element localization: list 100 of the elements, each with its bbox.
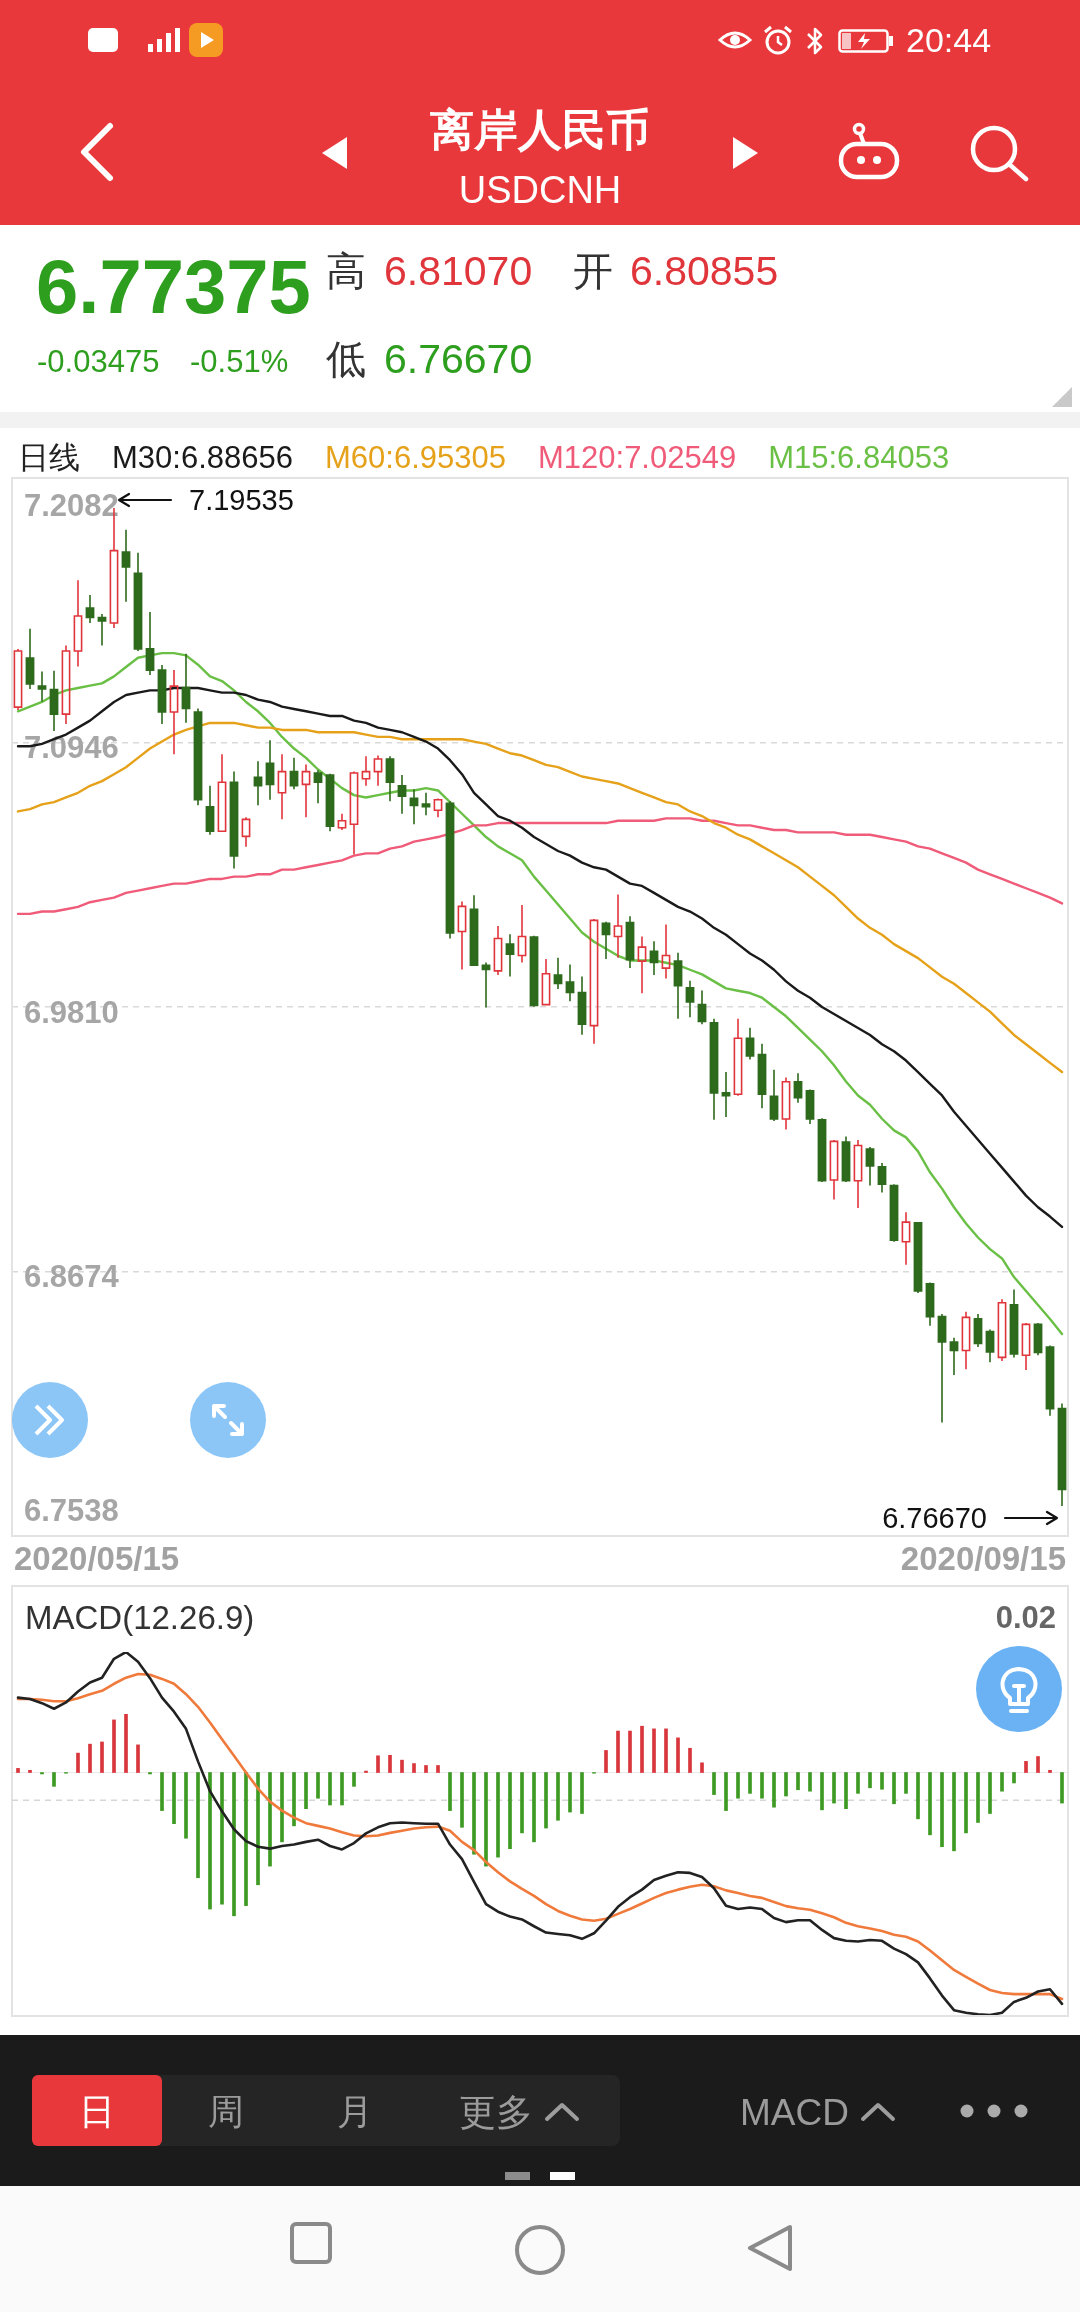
text: M30:6.88656 [112,439,293,475]
bar [256,1772,260,1886]
text: 6.77375 [36,244,311,329]
bar [796,1772,800,1791]
bar [916,1772,920,1820]
bar [244,1772,248,1906]
bar [304,1772,308,1809]
bar [712,1772,716,1795]
chart-title: 离岸人民币 [430,105,650,154]
text: 6.80855 [630,248,779,294]
bar [664,1728,668,1773]
bar [472,1772,476,1855]
bar [724,1772,728,1811]
bar [580,1772,584,1814]
y-tick-label: 6.7538 [24,1493,119,1529]
bar [700,1762,704,1773]
bar [484,1772,488,1867]
bar [832,1772,836,1804]
text: 20:44 [906,21,992,59]
bar [880,1772,884,1790]
chart-title: MACD(12.26.9) [25,1599,255,1636]
bar [544,1772,548,1829]
bar [652,1728,656,1773]
text: M60:6.95305 [324,439,506,475]
bar [316,1772,320,1799]
text: 更多 [459,2092,533,2133]
bar [808,1772,812,1792]
bar [1060,1772,1064,1804]
text: 2020/05/15 [14,1540,180,1577]
bar [784,1772,788,1797]
bar [172,1772,176,1825]
bar [532,1772,536,1843]
bar [436,1765,440,1773]
text: 2020/09/15 [900,1540,1066,1577]
bar [412,1763,416,1773]
bar [100,1741,104,1773]
bar [1036,1756,1040,1773]
bar [76,1752,80,1773]
bar [148,1772,152,1775]
bar [340,1772,344,1806]
bar [844,1772,848,1809]
text: 6.76670 [384,336,533,382]
bar [628,1730,632,1773]
bar [868,1772,872,1789]
text: -0.03475 [37,344,160,379]
annotation: 6.76670 [882,1501,987,1534]
text: 高 [326,249,366,293]
bar [928,1772,932,1836]
bar [292,1772,296,1827]
bar [424,1765,428,1773]
bar [232,1772,236,1917]
text: 周 [208,2091,244,2132]
bar [28,1770,32,1773]
bar [208,1772,212,1910]
bar [940,1772,944,1848]
bar [952,1772,956,1852]
bar [40,1772,44,1775]
bar [376,1755,380,1773]
text: M120:7.02549 [537,439,737,475]
text: 月 [337,2091,373,2132]
bar [892,1772,896,1805]
bar [676,1737,680,1773]
bar [988,1772,992,1814]
chart-subtitle: USDCNH [458,169,622,211]
text: -0.51% [190,344,289,379]
bar [1000,1772,1004,1792]
bar [904,1772,908,1794]
bar [820,1772,824,1811]
bar [52,1772,56,1787]
bar [1024,1761,1028,1773]
bar [88,1743,92,1773]
text: 6.81070 [384,248,533,294]
bar [400,1759,404,1773]
bar [520,1772,524,1834]
bar [760,1772,764,1799]
bar [688,1747,692,1773]
bar [16,1768,20,1773]
bar [112,1719,116,1773]
bar [640,1725,644,1773]
bar [460,1772,464,1828]
bar [556,1772,560,1821]
bar [568,1772,572,1813]
y-tick-label: 6.9810 [24,994,119,1030]
y-tick-label: 7.0946 [24,730,119,766]
bar [124,1713,128,1773]
legend-title: 日线 [18,439,80,475]
bar [976,1772,980,1823]
bar [772,1772,776,1808]
bar [160,1772,164,1811]
bar [736,1772,740,1799]
y-tick-label: 6.8674 [24,1259,120,1295]
bar [1048,1770,1052,1773]
y-tick-label: 7.2082 [24,488,119,524]
text: 0.02 [995,1600,1056,1635]
bar [136,1744,140,1773]
text: MACD [740,2092,849,2133]
bar [220,1772,224,1905]
bar [328,1772,332,1806]
bar [508,1772,512,1849]
bar [856,1772,860,1794]
